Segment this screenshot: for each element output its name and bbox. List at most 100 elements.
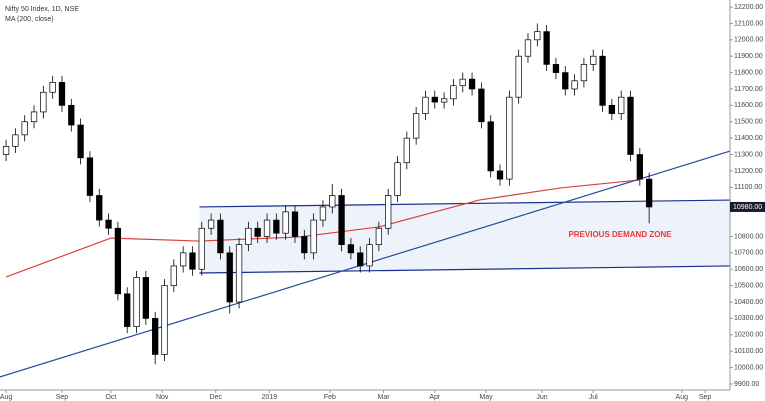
candle-body: [152, 318, 159, 355]
candle-body: [86, 157, 94, 196]
demand-zone: [199, 200, 731, 273]
x-tick-label: Oct: [105, 394, 116, 401]
candle-body: [105, 219, 112, 229]
candle-body: [189, 252, 196, 270]
y-tick-label: 11200.00: [734, 168, 763, 175]
candle-body: [133, 277, 140, 327]
y-tick-label: 10600.00: [734, 266, 763, 273]
candle-body: [170, 265, 177, 286]
candle-body: [459, 78, 466, 87]
y-tick-label: 10200.00: [734, 332, 763, 339]
candle-body: [403, 137, 410, 164]
candle-body: [608, 105, 616, 114]
candle-body: [375, 227, 383, 246]
candle-body: [496, 170, 504, 180]
y-tick-label: 11400.00: [734, 135, 763, 142]
candle-body: [394, 162, 401, 196]
price-label-box: [730, 201, 765, 212]
x-tick-label: Sep: [699, 394, 712, 401]
candle-body: [124, 293, 131, 327]
candle-body: [68, 105, 75, 126]
candle-body: [412, 113, 420, 139]
candle-body: [599, 55, 606, 106]
y-tick-label: 12200.00: [734, 4, 763, 11]
candle-body: [319, 206, 327, 221]
y-tick-label: 11500.00: [734, 119, 763, 126]
y-tick-label: 10400.00: [734, 299, 763, 306]
annotation: PREVIOUS DEMAND ZONE: [568, 230, 672, 239]
y-tick-label: 10100.00: [734, 348, 763, 355]
zone-lower-line: [199, 265, 731, 274]
candle-body: [385, 195, 392, 229]
candle-body: [357, 252, 364, 267]
x-tick-label: Aug: [0, 394, 12, 401]
candle-body: [217, 219, 224, 254]
candle-body: [49, 82, 56, 93]
candle-body: [245, 227, 252, 246]
y-tick-label: 10800.00: [734, 233, 763, 240]
candle-body: [12, 134, 19, 147]
y-tick-label: 10500.00: [734, 282, 763, 289]
candle-body: [468, 78, 476, 90]
candle-body: [226, 252, 233, 303]
y-tick-label: 11600.00: [734, 102, 763, 109]
candle-body: [235, 244, 243, 303]
candle-body: [506, 96, 513, 180]
candle-body: [263, 219, 271, 237]
candle-body: [142, 277, 150, 319]
y-tick-label: 10000.00: [734, 364, 763, 371]
candle-body: [21, 121, 28, 136]
x-tick-label: 2019: [262, 394, 278, 401]
candle-body: [96, 195, 103, 221]
x-tick-label: Aug: [676, 394, 689, 401]
y-tick-label: 11100.00: [734, 184, 762, 191]
candle-body: [627, 96, 634, 155]
candle-body: [207, 219, 215, 229]
candle-body: [179, 252, 187, 267]
candle-body: [487, 121, 494, 172]
y-tick-label: 11700.00: [734, 86, 763, 93]
candle-body: [2, 145, 10, 155]
candle-body: [422, 96, 429, 114]
trend-line: [0, 150, 731, 378]
candle-body: [338, 195, 345, 246]
candle-body: [543, 31, 550, 65]
candle-body: [534, 31, 541, 41]
candle-body: [431, 96, 438, 103]
y-tick-label: 10300.00: [734, 315, 763, 322]
candle-body: [30, 111, 38, 123]
x-tick-label: May: [479, 394, 493, 401]
candle-body: [254, 227, 261, 237]
candle-body: [646, 178, 653, 208]
candle-body: [291, 211, 299, 237]
x-tick-label: Jul: [589, 394, 598, 401]
candle-body: [580, 64, 588, 82]
y-tick-label: 9900.00: [734, 381, 759, 388]
candle-body: [562, 72, 569, 90]
candle-body: [198, 227, 205, 270]
candle-body: [590, 55, 597, 65]
x-tick-label: Mar: [377, 394, 390, 401]
plot-area: [0, 23, 731, 378]
candle-body: [310, 219, 317, 254]
x-tick-label: Jun: [536, 394, 547, 401]
y-tick-label: 11800.00: [734, 69, 763, 76]
y-tick-label: 11900.00: [734, 53, 763, 60]
candle-body: [114, 227, 122, 295]
candle-body: [366, 244, 373, 267]
y-tick-label: 10700.00: [734, 250, 763, 257]
candle-body: [347, 244, 355, 254]
chart-title: Nifty 50 Index, 1D, NSE: [5, 6, 79, 13]
candle-body: [329, 195, 336, 208]
candle-body: [478, 88, 485, 123]
x-tick-label: Sep: [56, 394, 69, 401]
x-tick-label: Dec: [210, 394, 223, 401]
candle-body: [77, 124, 84, 159]
x-tick-label: Nov: [156, 394, 169, 401]
candle-body: [515, 55, 522, 98]
x-tick-label: Apr: [429, 394, 441, 401]
y-tick-label: 12100.00: [734, 20, 763, 27]
candle-body: [552, 64, 560, 73]
candle-body: [282, 211, 289, 234]
